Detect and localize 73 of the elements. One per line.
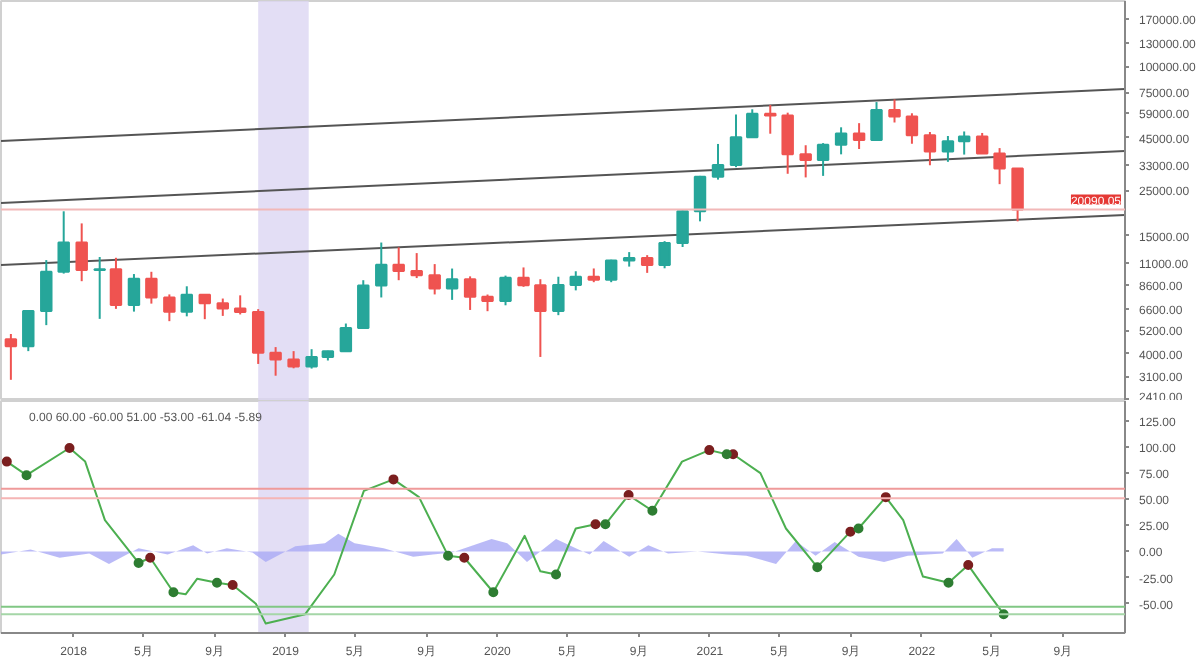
point [853,523,864,534]
candlestick [93,256,106,320]
point [443,550,454,561]
candlestick [499,274,512,307]
candlestick [781,111,794,175]
point [1,456,12,467]
point [388,474,399,485]
candlestick [75,222,88,283]
candlestick [392,246,405,282]
candlestick [658,240,671,270]
candlestick [1011,167,1024,223]
candlestick [888,98,901,124]
candlestick [729,113,743,169]
candlestick [676,209,689,249]
candlestick [109,256,123,310]
point [647,505,658,516]
candlestick [145,270,158,305]
candlestick [746,108,759,139]
candlestick [517,266,530,288]
candlestick [604,258,618,284]
candlestick [305,348,318,370]
point [211,577,222,588]
candlestick [57,210,70,275]
candlestick [941,135,955,163]
candlestick [180,285,194,318]
candlestick [923,131,937,167]
candlestick [552,275,565,317]
candlestick [233,294,247,316]
candlestick [4,332,18,381]
candlestick [834,126,848,156]
point [227,579,238,590]
candlestick [905,112,919,145]
point [551,569,562,580]
candlestick [852,122,866,150]
point [943,577,954,588]
point [963,560,974,571]
candlestick [22,309,35,353]
point [168,587,179,598]
point [21,470,32,481]
candlestick [357,279,370,330]
point [145,552,156,563]
candlestick [339,322,353,353]
candlestick [816,142,830,177]
candlestick [957,130,971,156]
candlestick [569,270,582,292]
candlestick [975,131,989,155]
candlestick [799,144,812,179]
point [64,443,75,454]
candlestick [251,308,265,365]
point [459,552,470,563]
point [845,526,856,537]
point [721,449,732,460]
candlestick [463,275,477,311]
point [600,519,611,530]
point [812,562,823,573]
candlestick [40,259,53,327]
candlestick [993,147,1006,186]
candlestick [445,267,459,301]
point [133,557,144,568]
candlestick [198,293,212,321]
candlestick [534,278,547,358]
candlestick [693,174,707,223]
candlestick [127,273,141,313]
candlestick [163,293,176,323]
point [488,587,499,598]
candlestick [410,252,423,280]
candlestick [870,101,883,143]
point [704,445,715,456]
candlestick [375,241,388,299]
candlestick [428,263,441,296]
candlestick [269,346,282,377]
point [590,519,601,530]
candlestick [711,142,725,181]
